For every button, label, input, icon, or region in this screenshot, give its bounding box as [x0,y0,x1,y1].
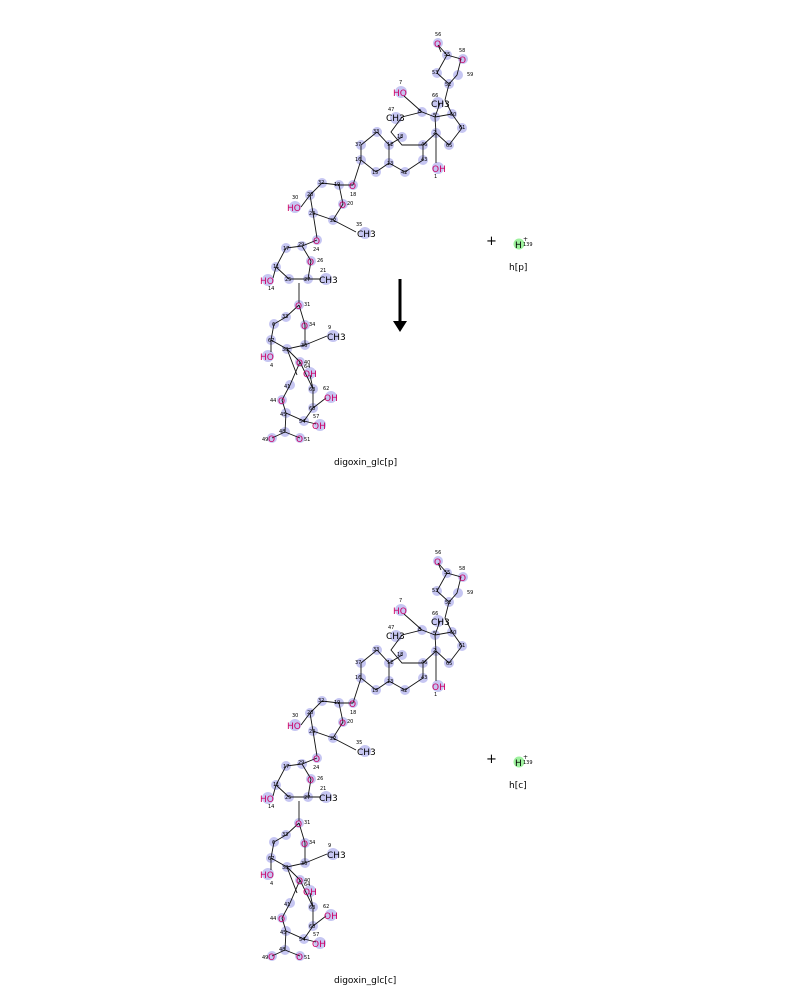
product-molecule [259,549,474,964]
reactant-proton [513,236,533,251]
proton-product-name: h[c] [509,781,527,791]
product-proton [513,754,533,769]
down-arrow [393,279,407,332]
reactant-molecule [259,31,474,446]
plus-sign-top: + [486,234,497,249]
reactant-name: digoxin_glc[p] [334,458,397,468]
proton-reactant-name: h[p] [509,263,527,273]
product-name: digoxin_glc[c] [334,976,396,986]
plus-sign-bottom: + [486,752,497,767]
